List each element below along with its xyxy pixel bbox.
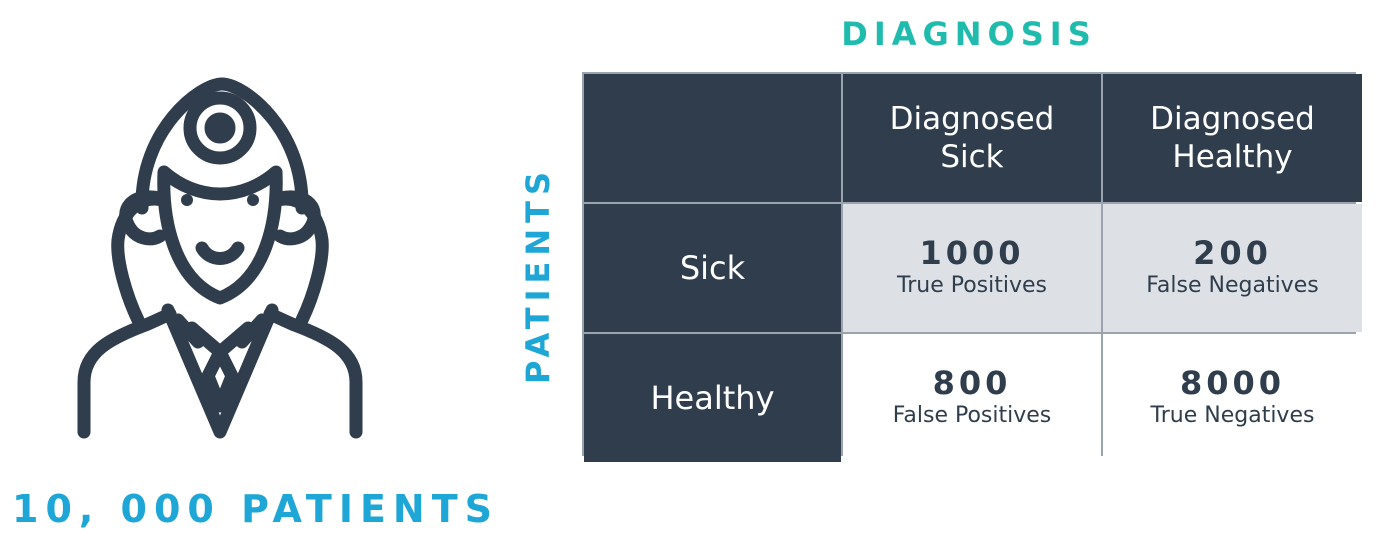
diagnosis-heading: DIAGNOSIS (841, 15, 1097, 53)
row-header-healthy: Healthy (584, 334, 841, 462)
confusion-matrix: Diagnosed Sick Diagnosed Healthy Sick 10… (582, 72, 1362, 462)
cell-outcome: False Positives (892, 403, 1052, 428)
cell-count: 800 (932, 364, 1012, 402)
cell-count: 1000 (919, 234, 1025, 272)
cell-outcome: True Negatives (1150, 403, 1315, 428)
cell-false-negatives: 200 False Negatives (1103, 204, 1362, 332)
row-header-label: Healthy (650, 379, 775, 417)
patients-heading: PATIENTS (519, 165, 557, 385)
column-header-diagnosed-sick: Diagnosed Sick (843, 74, 1101, 202)
row-header-sick: Sick (584, 204, 841, 332)
cell-outcome: False Negatives (1146, 273, 1319, 298)
column-header-label: Diagnosed Sick (889, 101, 1055, 175)
cell-true-positives: 1000 True Positives (843, 204, 1101, 332)
column-header-diagnosed-healthy: Diagnosed Healthy (1103, 74, 1362, 202)
row-header-label: Sick (679, 249, 746, 287)
cell-count: 8000 (1179, 364, 1286, 402)
cell-outcome: True Positives (897, 273, 1047, 298)
cell-count: 200 (1193, 234, 1272, 272)
doctor-icon (77, 77, 363, 439)
patients-caption: 10, 000 PATIENTS (12, 487, 500, 531)
matrix-corner-cell (584, 74, 841, 202)
cell-true-negatives: 8000 True Negatives (1103, 334, 1362, 462)
column-header-label: Diagnosed Healthy (1150, 101, 1315, 175)
cell-false-positives: 800 False Positives (843, 334, 1101, 462)
